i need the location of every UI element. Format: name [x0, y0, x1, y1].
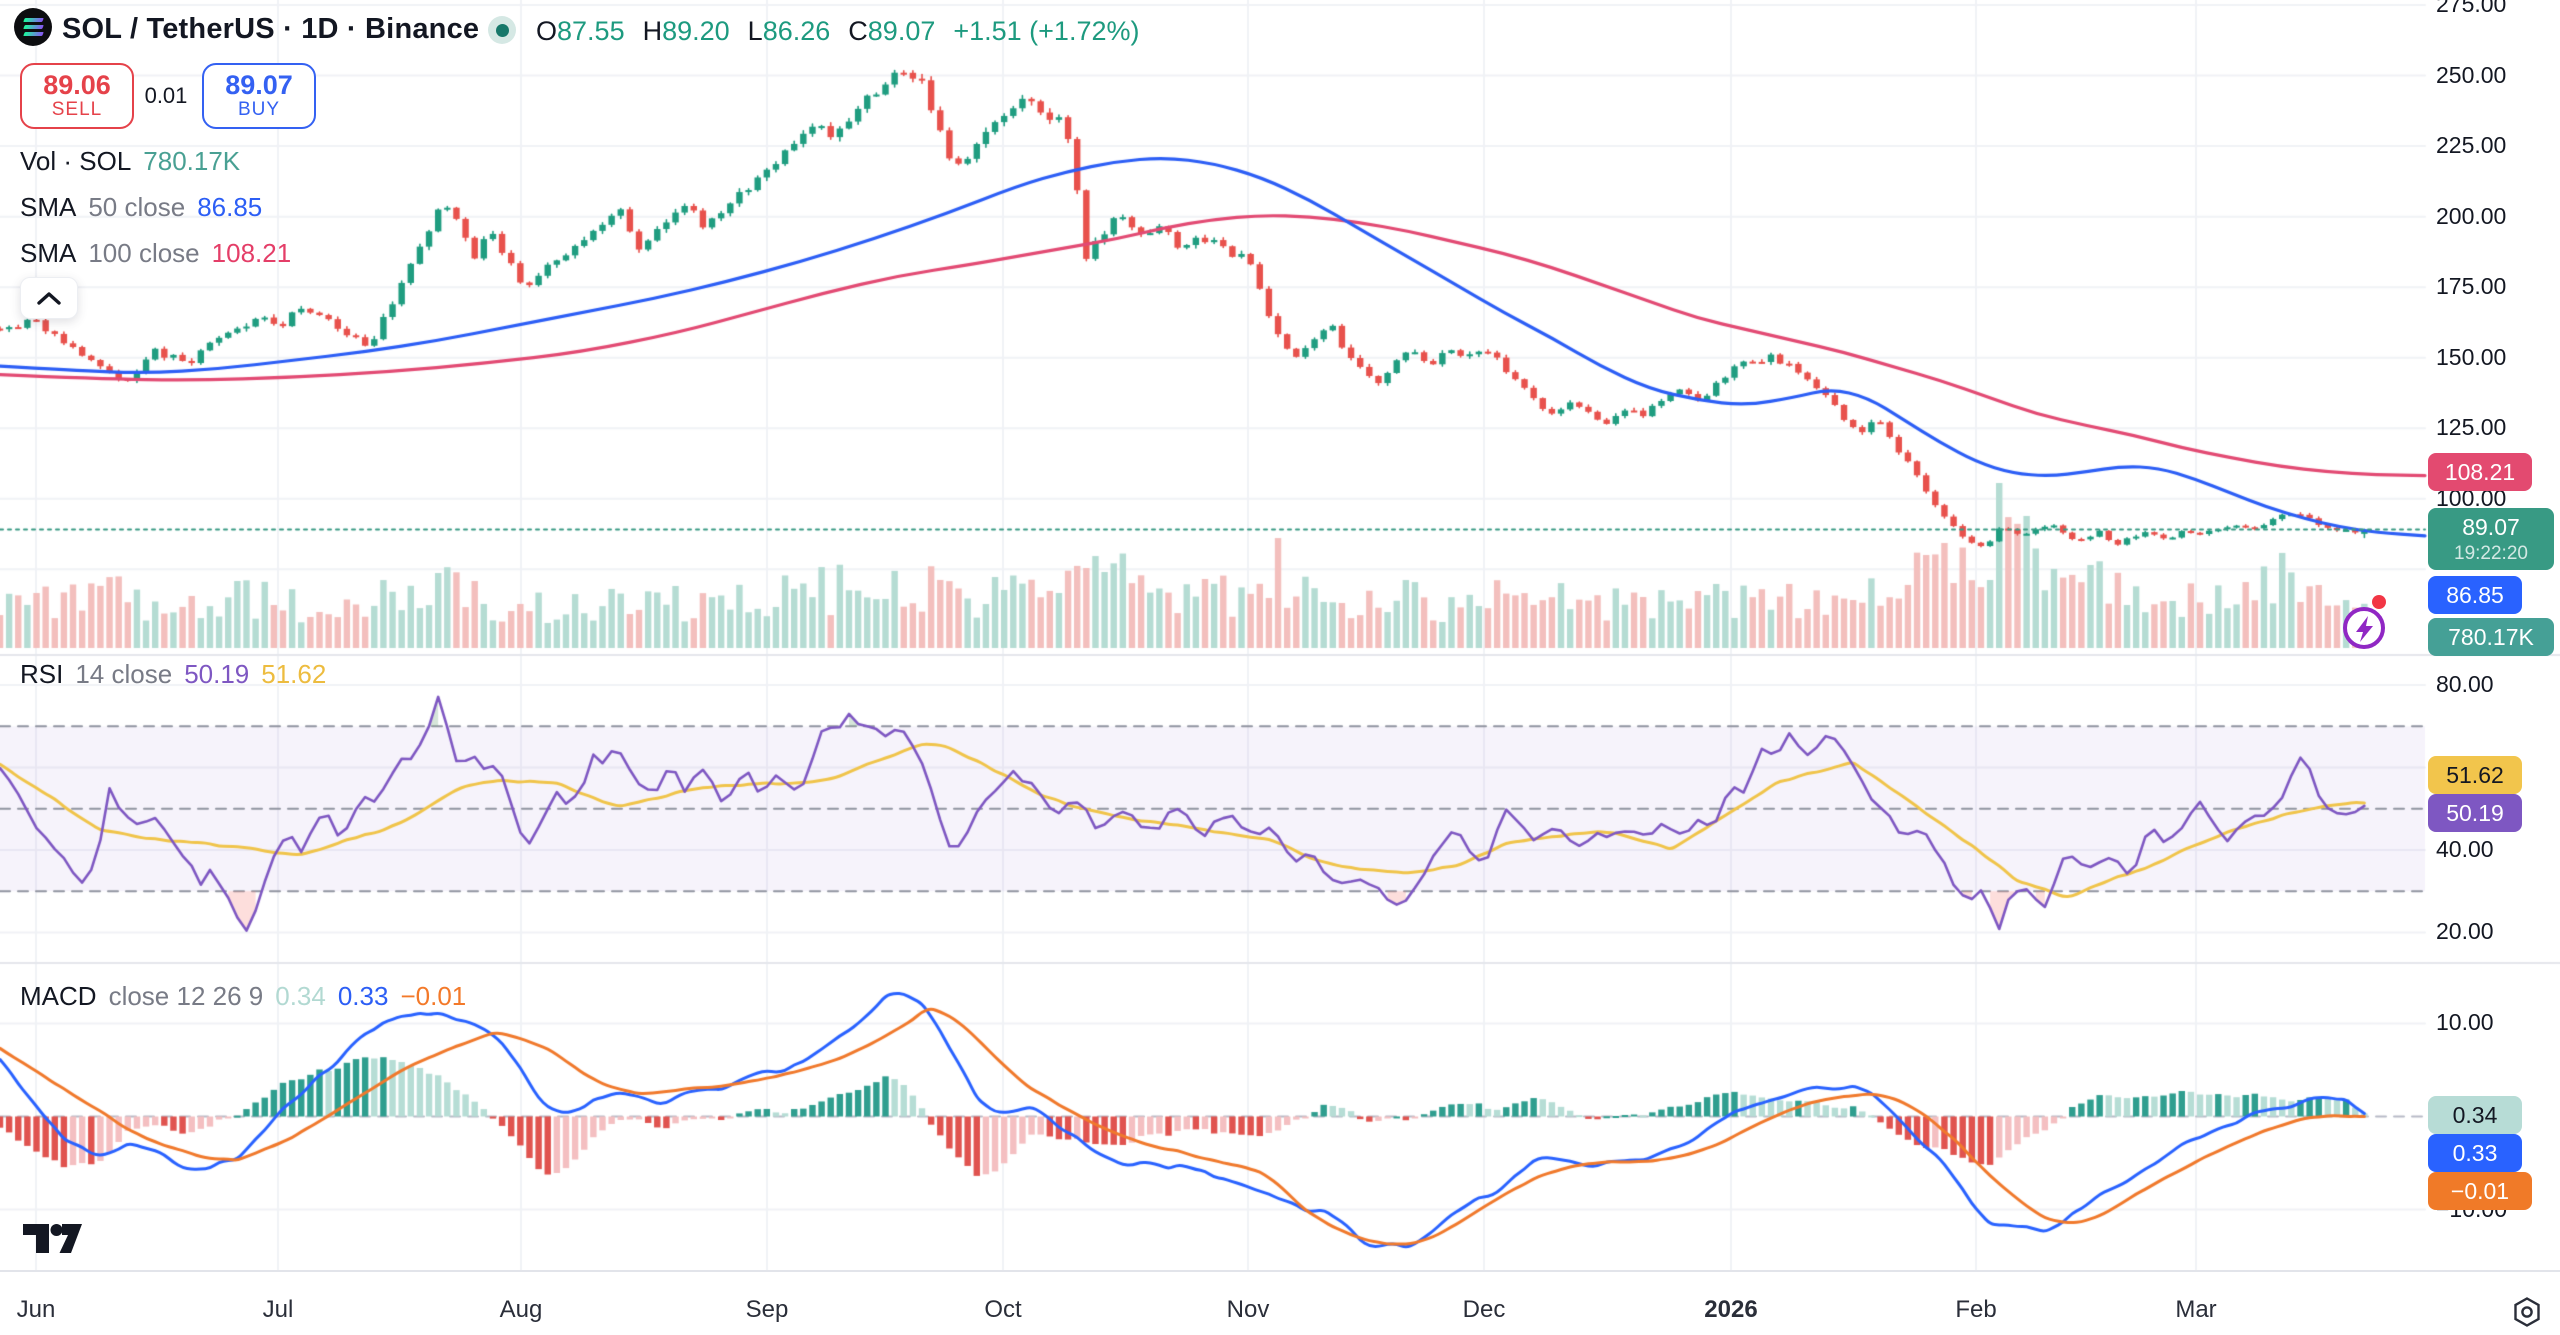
- price-change: +1.51 (+1.72%): [953, 16, 1140, 46]
- macd-line-value: 0.33: [337, 981, 389, 1011]
- macd-badge: 0.33: [2428, 1134, 2522, 1172]
- volume-badge: 780.17K: [2428, 618, 2554, 656]
- axis-settings-icon[interactable]: [2510, 1295, 2544, 1334]
- rsi-tick-label: 80.00: [2436, 671, 2494, 698]
- sma100-legend[interactable]: SMA 100 close 108.21: [20, 238, 292, 268]
- time-tick-label: Mar: [2175, 1296, 2217, 1323]
- instant-trading-lightning-icon[interactable]: [2342, 578, 2404, 657]
- time-axis[interactable]: [0, 1270, 2560, 1335]
- price-tick-label: 150.00: [2436, 343, 2507, 370]
- price-tick-label: 275.00: [2436, 0, 2507, 18]
- time-tick-label: Sep: [745, 1296, 789, 1323]
- collapse-pane-button[interactable]: [20, 277, 78, 319]
- time-tick-label: Jun: [16, 1296, 56, 1323]
- time-tick-label: Feb: [1955, 1296, 1997, 1323]
- volume-value: 780.17K: [143, 146, 241, 176]
- sma50-value: 86.85: [197, 192, 263, 222]
- macd-hist-value: 0.34: [275, 981, 326, 1011]
- price-tick-label: 175.00: [2436, 273, 2507, 300]
- sma50-badge: 86.85: [2428, 576, 2522, 614]
- rsi-value: 50.19: [184, 659, 250, 689]
- rsi-badge: 50.19: [2428, 794, 2522, 832]
- sma100-value: 108.21: [211, 238, 292, 268]
- rsi-tick-label: 20.00: [2436, 918, 2494, 945]
- time-tick-label: Oct: [984, 1296, 1022, 1323]
- volume-legend[interactable]: Vol · SOL 780.17K: [20, 146, 241, 176]
- macd-tick-label: 10.00: [2436, 1009, 2494, 1036]
- macd-hist-badge: 0.34: [2428, 1096, 2522, 1134]
- sma50-legend[interactable]: SMA 50 close 86.85: [20, 192, 263, 222]
- macd-legend[interactable]: MACD close 12 26 9 0.34 0.33 −0.01: [20, 981, 467, 1011]
- time-tick-label: Nov: [1226, 1296, 1270, 1323]
- ohlc-close: C89.07: [848, 16, 936, 46]
- price-tick-label: 125.00: [2436, 414, 2507, 441]
- ohlc-values: O87.55 H89.20 L86.26 C89.07 +1.51 (+1.72…: [536, 16, 1140, 47]
- sell-button[interactable]: 89.06 SELL: [20, 63, 134, 129]
- sma100-badge: 108.21: [2428, 453, 2532, 491]
- rsi-ma-value: 51.62: [261, 659, 327, 689]
- solana-logo-icon: [14, 8, 52, 46]
- time-tick-label: Jul: [262, 1296, 294, 1323]
- last-price-badge: 89.07 19:22:20: [2428, 508, 2554, 570]
- macd-signal-value: −0.01: [400, 981, 467, 1011]
- price-tick-label: 250.00: [2436, 61, 2507, 88]
- price-tick-label: 225.00: [2436, 132, 2507, 159]
- tradingview-logo-icon[interactable]: [22, 1222, 84, 1267]
- time-tick-label: 2026: [1704, 1296, 1758, 1323]
- market-status-icon[interactable]: [488, 16, 516, 44]
- ohlc-open: O87.55: [536, 16, 625, 46]
- time-tick-label: Aug: [499, 1296, 543, 1323]
- price-tick-label: 200.00: [2436, 202, 2507, 229]
- ohlc-low: L86.26: [747, 16, 831, 46]
- rsi-tick-label: 40.00: [2436, 836, 2494, 863]
- symbol-title[interactable]: SOL / TetherUS · 1D · Binance: [62, 13, 480, 45]
- chevron-up-icon: [37, 292, 61, 305]
- rsi-ma-badge: 51.62: [2428, 756, 2522, 794]
- ohlc-high: H89.20: [642, 16, 730, 46]
- macd-signal-badge: −0.01: [2428, 1172, 2532, 1210]
- rsi-legend[interactable]: RSI 14 close 50.19 51.62: [20, 659, 327, 689]
- spread-value: 0.01: [144, 83, 188, 108]
- buy-button[interactable]: 89.07 BUY: [202, 63, 316, 129]
- time-tick-label: Dec: [1462, 1296, 1506, 1323]
